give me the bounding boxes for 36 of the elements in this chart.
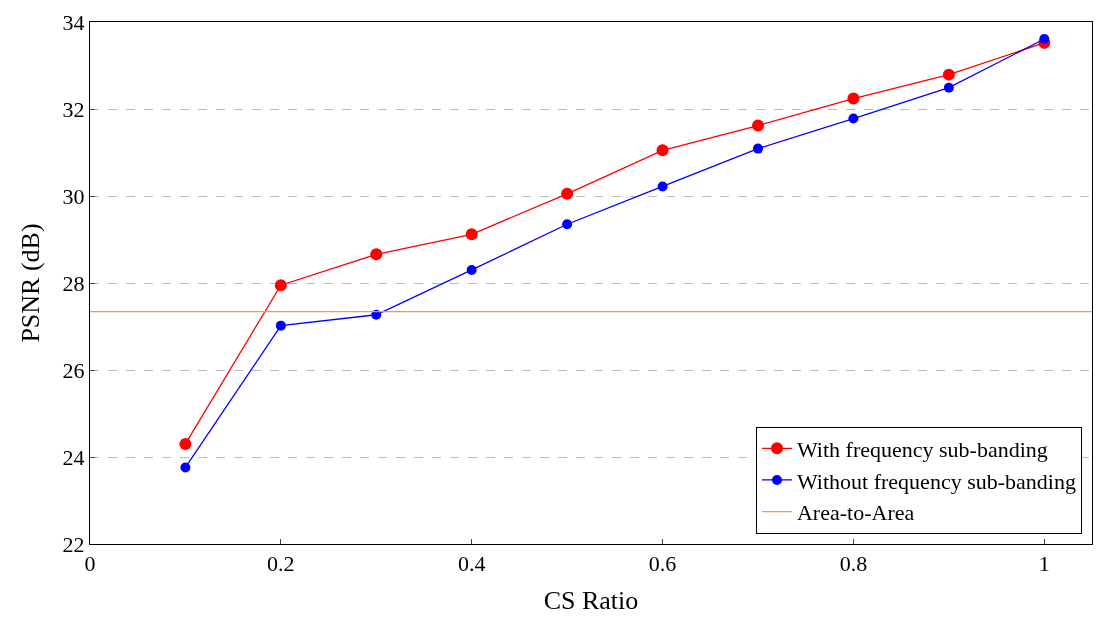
legend-label: Area-to-Area xyxy=(796,500,915,526)
point xyxy=(465,228,478,241)
point xyxy=(275,320,286,331)
legend-label: With frequency sub-banding xyxy=(796,436,1048,462)
point xyxy=(1039,33,1050,44)
point xyxy=(180,462,191,473)
point xyxy=(656,144,669,157)
y-axis-title: PSNR (dB) xyxy=(16,223,45,343)
point xyxy=(848,113,859,124)
y-tick-label: 32 xyxy=(62,96,85,122)
legend-label: Without frequency sub-banding xyxy=(796,468,1076,494)
x-tick-label: 0.8 xyxy=(839,551,868,577)
y-tick-label: 26 xyxy=(62,357,85,383)
point xyxy=(274,279,287,292)
point xyxy=(942,68,955,81)
point xyxy=(753,143,763,154)
x-axis-title: CS Ratio xyxy=(543,586,639,616)
point xyxy=(370,248,383,261)
point xyxy=(179,437,192,450)
point xyxy=(943,82,954,93)
y-tick-label: 34 xyxy=(62,9,85,35)
y-tick-label: 24 xyxy=(62,444,85,470)
point xyxy=(466,264,477,275)
point xyxy=(752,119,764,132)
x-tick-label: 1 xyxy=(1038,551,1050,577)
x-tick-label: 0.2 xyxy=(267,551,295,577)
point xyxy=(562,219,573,230)
x-tick-label: 0.4 xyxy=(457,551,486,577)
point xyxy=(561,187,574,200)
point xyxy=(657,181,668,192)
point xyxy=(847,92,860,105)
y-tick-label: 28 xyxy=(62,270,85,296)
x-tick-label: 0 xyxy=(84,551,96,577)
y-tick-label: 30 xyxy=(62,183,85,209)
y-tick-label: 22 xyxy=(62,531,85,557)
x-tick-label: 0.6 xyxy=(648,551,677,577)
